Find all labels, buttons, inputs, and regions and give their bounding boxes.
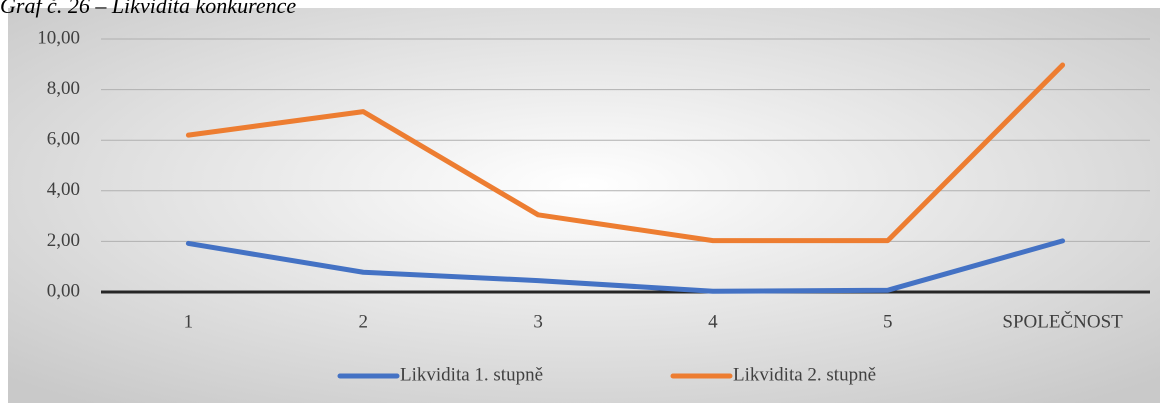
legend-label: Likvidita 1. stupně [400,364,543,385]
y-tick-label: 8,00 [47,78,80,99]
y-tick-label: 10,00 [37,27,80,48]
y-tick-label: 4,00 [47,179,80,200]
chart-background [8,8,1160,403]
x-tick-label: 2 [359,311,369,332]
y-tick-label: 6,00 [47,129,80,150]
legend-label: Likvidita 2. stupně [733,364,876,385]
x-tick-label: 5 [883,311,893,332]
x-tick-label: 1 [184,311,194,332]
y-tick-label: 0,00 [47,280,80,301]
x-tick-label: SPOLEČNOST [1002,310,1123,332]
x-tick-label: 3 [533,311,543,332]
y-tick-label: 2,00 [47,230,80,251]
series-line [185,238,1066,294]
chart-title: Graf č. 26 – Likvidita konkurence [0,0,296,18]
series-line [185,62,1066,244]
x-tick-label: 4 [708,311,718,332]
